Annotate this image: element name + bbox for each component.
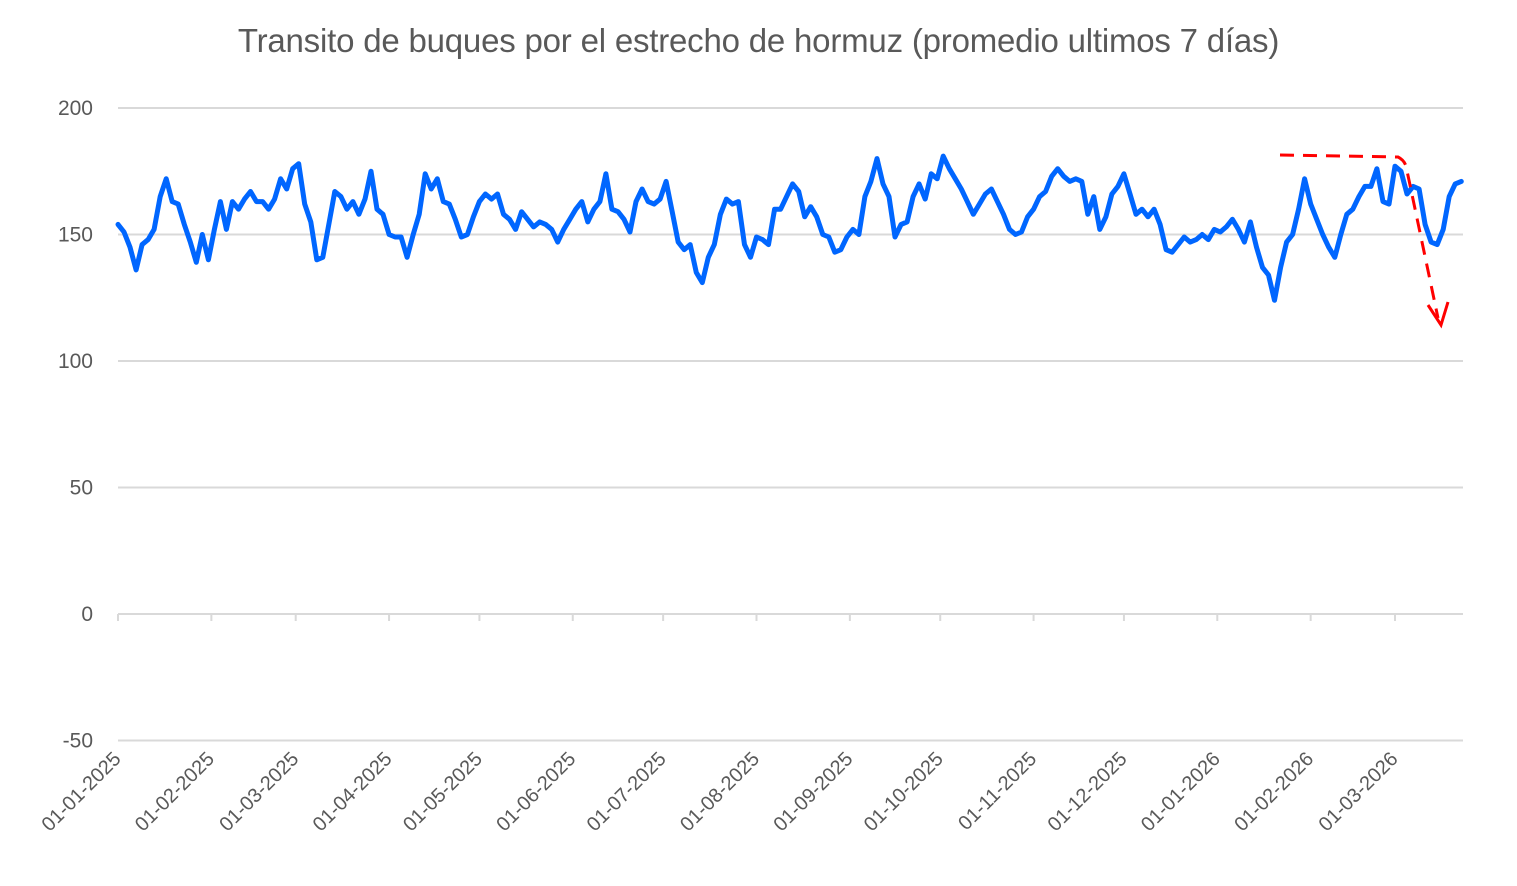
x-tick-label: 01-08-2025 <box>676 748 764 836</box>
x-tick-label: 01-12-2025 <box>1044 748 1132 836</box>
x-tick-label: 01-03-2025 <box>215 748 303 836</box>
x-tick-label: 01-01-2026 <box>1137 748 1225 836</box>
x-tick-label: 01-05-2025 <box>399 748 487 836</box>
y-axis-tick-labels: 200 150 100 50 0 -50 <box>58 97 93 753</box>
x-tick-label: 01-01-2025 <box>38 748 126 836</box>
x-tick-label: 01-02-2026 <box>1230 748 1318 836</box>
x-tick-label: 01-07-2025 <box>583 748 671 836</box>
x-tick-label: 01-11-2025 <box>954 748 1041 835</box>
y-tick-label: 0 <box>81 603 93 626</box>
series-line-transito <box>115 153 1464 303</box>
y-tick-label: 50 <box>70 477 93 500</box>
x-tick-label: 01-10-2025 <box>860 748 948 836</box>
y-tick-label: -50 <box>63 730 93 753</box>
x-tick-label: 01-04-2025 <box>309 748 397 836</box>
x-tick-label: 01-09-2025 <box>769 748 857 836</box>
arrowhead-icon <box>1426 301 1450 329</box>
red-dashed-arrow-annotation <box>1279 153 1450 329</box>
dashed-arrow-path <box>1279 153 1440 319</box>
x-tick-label: 01-03-2026 <box>1315 748 1403 836</box>
y-tick-label: 150 <box>58 224 93 247</box>
gridlines <box>118 107 1463 742</box>
x-axis <box>117 613 1463 621</box>
x-tick-label: 01-02-2025 <box>131 748 219 836</box>
x-tick-label: 01-06-2025 <box>492 748 580 836</box>
y-tick-label: 100 <box>58 350 93 373</box>
chart-title: Transito de buques por el estrecho de ho… <box>237 22 1280 59</box>
y-tick-label: 200 <box>58 97 93 120</box>
